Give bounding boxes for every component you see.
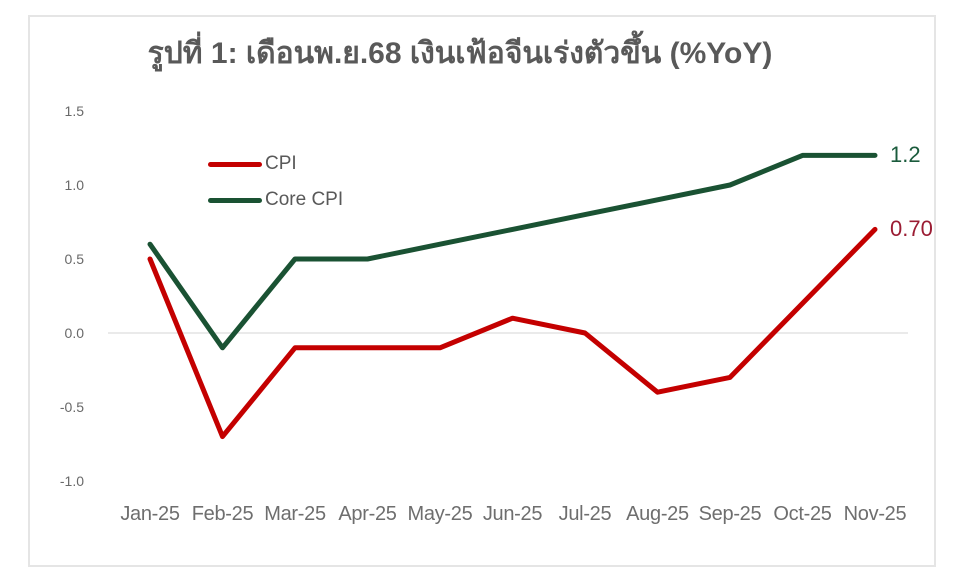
legend-item-cpi: CPI (208, 146, 343, 182)
core-cpi-line (147, 152, 878, 351)
chart-border-frame (28, 15, 936, 567)
y-axis-tick-label: 0.0 (64, 325, 84, 341)
x-axis-tick-label: Aug-25 (626, 503, 689, 525)
legend: CPI Core CPI (208, 146, 343, 218)
y-axis-tick-label: 1.5 (64, 103, 84, 119)
x-axis-tick-label: Mar-25 (264, 503, 326, 525)
legend-item-core-cpi: Core CPI (208, 182, 343, 218)
x-axis-tick-label: Jul-25 (558, 503, 612, 525)
chart-title: รูปที่ 1: เดือนพ.ย.68 เงินเฟ้อจีนเร่งตัว… (147, 37, 773, 70)
x-axis-tick-label: Oct-25 (773, 503, 832, 525)
legend-label-core-cpi: Core CPI (265, 189, 344, 210)
x-axis-tick-label: Apr-25 (338, 503, 397, 525)
y-axis-tick-label: 0.5 (64, 251, 84, 267)
x-axis-tick-label: Sep-25 (698, 503, 762, 525)
x-axis-tick-label: Feb-25 (191, 503, 254, 525)
core-cpi-line-swatch (208, 197, 262, 203)
y-axis-tick-label: -1.0 (59, 473, 84, 489)
x-axis-tick-label: Jun-25 (482, 503, 543, 525)
legend-label-cpi: CPI (265, 153, 297, 174)
x-axis-tick-label: Jan-25 (120, 503, 180, 525)
y-axis-tick-label: -0.5 (59, 399, 84, 415)
y-axis-tick-label: 1.0 (64, 177, 84, 193)
x-axis-tick-label: May-25 (407, 503, 473, 525)
x-axis-tick-label: Nov-25 (843, 503, 907, 525)
cpi-line-swatch (208, 161, 262, 167)
core-cpi-end-value-label: 1.2 (890, 142, 921, 168)
cpi-line (147, 226, 878, 440)
cpi-end-value-label: 0.70 (890, 216, 933, 242)
